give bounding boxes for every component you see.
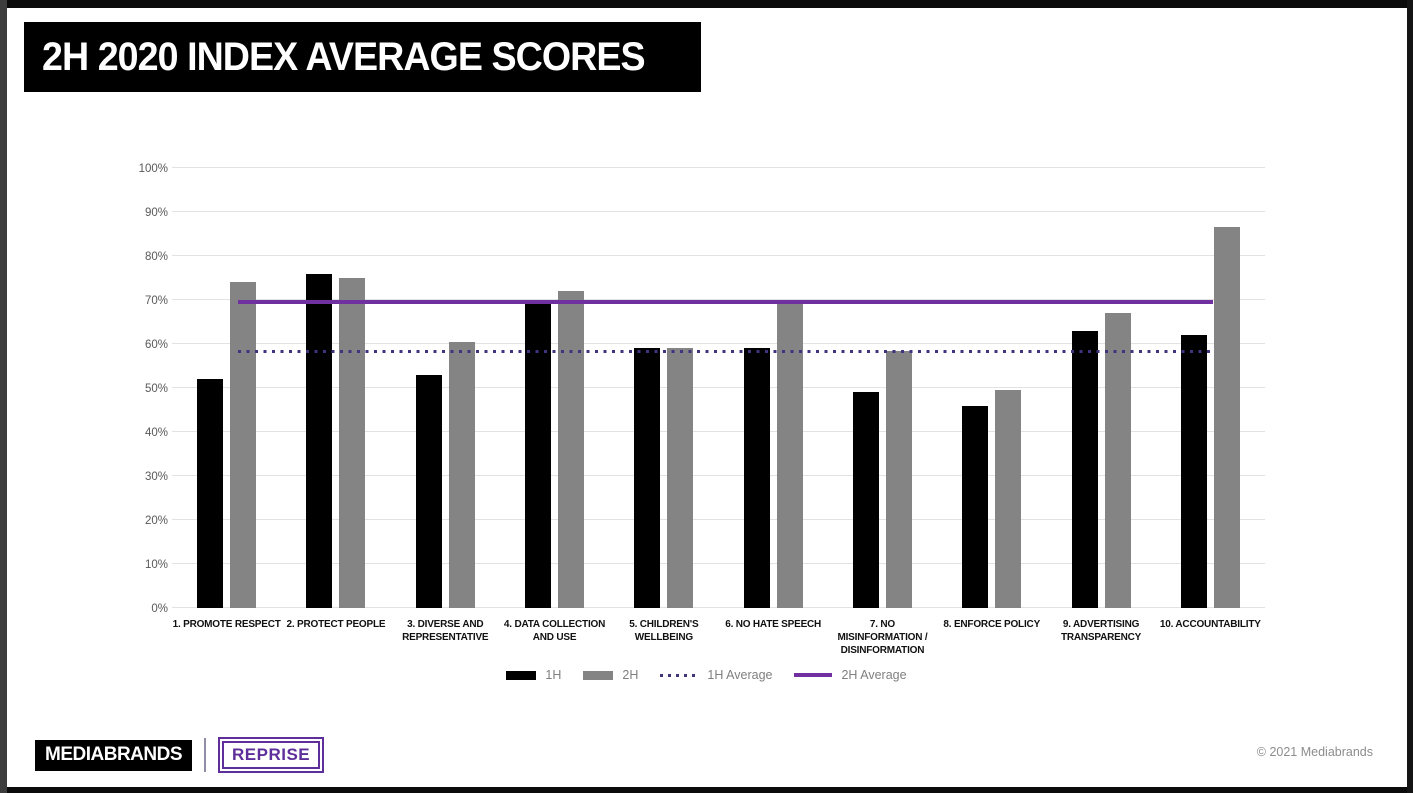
- gridline: [172, 343, 1265, 344]
- category-label: 1. PROMOTE RESPECT: [172, 619, 281, 630]
- plot-area: [172, 167, 1265, 608]
- x-axis-category-labels: 1. PROMOTE RESPECT 2. PROTECT PEOPLE 3. DI…: [172, 618, 1265, 666]
- category-label: 8. ENFORCE POLICY: [943, 619, 1041, 630]
- category-label: 5. CHILDREN'S WELLBEING: [629, 619, 699, 643]
- category-label: 9. ADVERTISING TRANSPARENCY: [1060, 619, 1142, 643]
- gridline: [172, 475, 1265, 476]
- y-tick-label: 20%: [144, 515, 168, 527]
- legend-label: 2H Average: [841, 668, 907, 682]
- bar-2h: [230, 282, 257, 608]
- reprise-logo-text: REPRISE: [222, 741, 321, 769]
- chart-title: 2H 2020 INDEX AVERAGE SCORES: [42, 34, 646, 79]
- legend-item-2h-average: 2H Average: [794, 668, 907, 682]
- bar-2h: [995, 390, 1022, 608]
- gridline: [172, 387, 1265, 388]
- y-tick-label: 80%: [144, 251, 168, 263]
- legend-label: 2H: [622, 668, 639, 682]
- bar-1h: [743, 348, 770, 608]
- bar-2h: [448, 341, 475, 608]
- gray-bar-swatch-icon: [583, 670, 614, 680]
- reference-line-1h-average: [237, 349, 1213, 353]
- reprise-logo: REPRISE: [218, 737, 325, 773]
- bar-1h: [852, 392, 879, 608]
- reference-line-2h-average: [237, 300, 1213, 305]
- page-edge-bottom: [0, 787, 1413, 793]
- footer-brand-group: MEDIABRANDS REPRISE: [35, 737, 325, 773]
- gridline: [172, 299, 1265, 300]
- category-label: 2. PROTECT PEOPLE: [286, 619, 386, 630]
- category-label: 4. DATA COLLECTION AND USE: [503, 619, 606, 643]
- bar-1h: [1071, 330, 1098, 608]
- category-label: 7. NO MISINFORMATION / DISINFORMATION: [837, 619, 928, 656]
- y-axis: 0% 10% 20% 30% 40% 50% 60% 70% 80% 90% 100%: [90, 163, 168, 615]
- y-tick-label: 0%: [151, 603, 168, 615]
- category-label: 10. ACCOUNTABILITY: [1159, 619, 1261, 630]
- legend-label: 1H Average: [707, 668, 773, 682]
- bar-1h: [197, 379, 224, 608]
- mediabrands-logo: MEDIABRANDS: [35, 739, 192, 771]
- y-tick-label: 100%: [138, 163, 168, 175]
- bar-1h: [634, 348, 661, 608]
- gridline: [172, 431, 1265, 432]
- bar-1h: [306, 273, 333, 608]
- bar-2h: [1104, 313, 1131, 608]
- bar-2h: [776, 300, 803, 608]
- gridline: [172, 167, 1265, 168]
- y-tick-label: 30%: [144, 471, 168, 483]
- bar-1h: [1180, 335, 1207, 608]
- bar-2h: [885, 350, 912, 608]
- gridline: [172, 255, 1265, 256]
- bar-2h: [1213, 227, 1240, 608]
- y-tick-label: 70%: [144, 295, 168, 307]
- bar-1h: [962, 405, 989, 608]
- gridline: [172, 607, 1265, 608]
- page-edge-right: [1407, 0, 1413, 793]
- black-bar-swatch-icon: [506, 670, 537, 680]
- chart-title-banner: 2H 2020 INDEX AVERAGE SCORES: [24, 22, 702, 92]
- copyright-notice: © 2021 Mediabrands: [1256, 745, 1373, 759]
- legend-item-1h: 1H: [506, 668, 561, 682]
- legend-label: 1H: [545, 668, 562, 682]
- dotted-line-swatch-icon: [660, 673, 699, 677]
- y-tick-label: 10%: [144, 559, 168, 571]
- legend-item-1h-average: 1H Average: [660, 668, 772, 682]
- bar-1h: [415, 374, 442, 608]
- footer-divider: [204, 738, 206, 772]
- gridline: [172, 211, 1265, 212]
- bar-2h: [339, 278, 366, 608]
- bar-1h: [525, 300, 552, 608]
- gridline: [172, 563, 1265, 564]
- chart-legend: 1H 2H 1H Average 2H Average: [0, 668, 1413, 682]
- page-edge-left: [0, 0, 7, 793]
- solid-line-swatch-icon: [794, 673, 833, 677]
- y-tick-label: 50%: [144, 383, 168, 395]
- page-edge-top: [0, 0, 1413, 8]
- category-label: 6. NO HATE SPEECH: [725, 619, 822, 630]
- bar-2h: [667, 348, 694, 608]
- bar-2h: [558, 291, 585, 608]
- y-tick-label: 40%: [144, 427, 168, 439]
- y-tick-label: 60%: [144, 339, 168, 351]
- category-label: 3. DIVERSE AND REPRESENTATIVE: [402, 619, 489, 643]
- gridline: [172, 519, 1265, 520]
- legend-item-2h: 2H: [583, 668, 638, 682]
- y-tick-label: 90%: [144, 207, 168, 219]
